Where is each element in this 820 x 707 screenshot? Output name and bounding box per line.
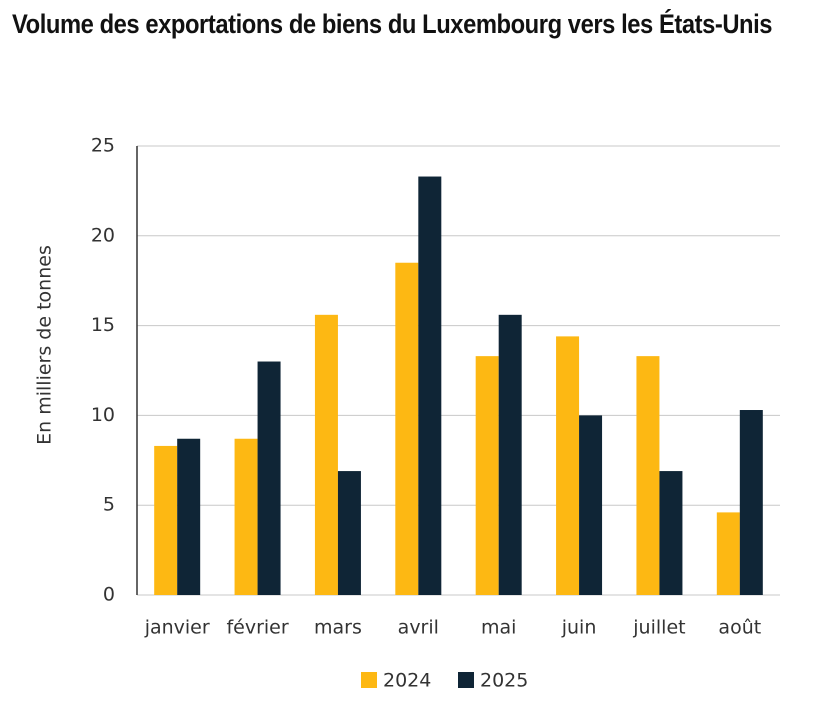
legend-label: 2024 bbox=[383, 670, 431, 692]
y-tick-label: 5 bbox=[103, 494, 115, 516]
bar bbox=[498, 314, 522, 595]
x-tick-label: juin bbox=[561, 617, 597, 639]
x-tick-label: juillet bbox=[632, 617, 685, 639]
bar bbox=[716, 512, 740, 595]
y-tick-label: 10 bbox=[91, 404, 115, 426]
x-tick-label: août bbox=[718, 617, 761, 639]
legend-label: 2025 bbox=[480, 670, 528, 692]
y-tick-label: 15 bbox=[91, 314, 115, 336]
x-tick-label: avril bbox=[398, 617, 439, 639]
bar bbox=[154, 445, 178, 595]
bar bbox=[314, 314, 338, 595]
bar bbox=[337, 471, 361, 595]
y-tick-label: 25 bbox=[91, 135, 115, 157]
y-tick-label: 0 bbox=[103, 584, 115, 606]
bar bbox=[659, 471, 683, 595]
legend-swatch bbox=[361, 672, 377, 688]
x-tick-label: février bbox=[226, 617, 288, 639]
bar bbox=[636, 356, 660, 595]
y-axis-label: En milliers de tonnes bbox=[34, 245, 56, 445]
x-tick-label: mars bbox=[314, 617, 362, 639]
bar bbox=[739, 410, 763, 595]
bar bbox=[395, 262, 419, 595]
y-tick-label: 20 bbox=[91, 224, 115, 246]
bar bbox=[418, 176, 442, 596]
chart-title: Volume des exportations de biens du Luxe… bbox=[12, 9, 773, 39]
bar bbox=[579, 415, 603, 595]
bar bbox=[556, 336, 580, 595]
bar bbox=[234, 438, 258, 595]
bar bbox=[257, 361, 281, 595]
bar bbox=[177, 438, 201, 595]
x-tick-label: janvier bbox=[144, 617, 210, 639]
x-tick-label: mai bbox=[481, 617, 516, 639]
bar bbox=[475, 356, 499, 595]
legend-swatch bbox=[458, 672, 474, 688]
